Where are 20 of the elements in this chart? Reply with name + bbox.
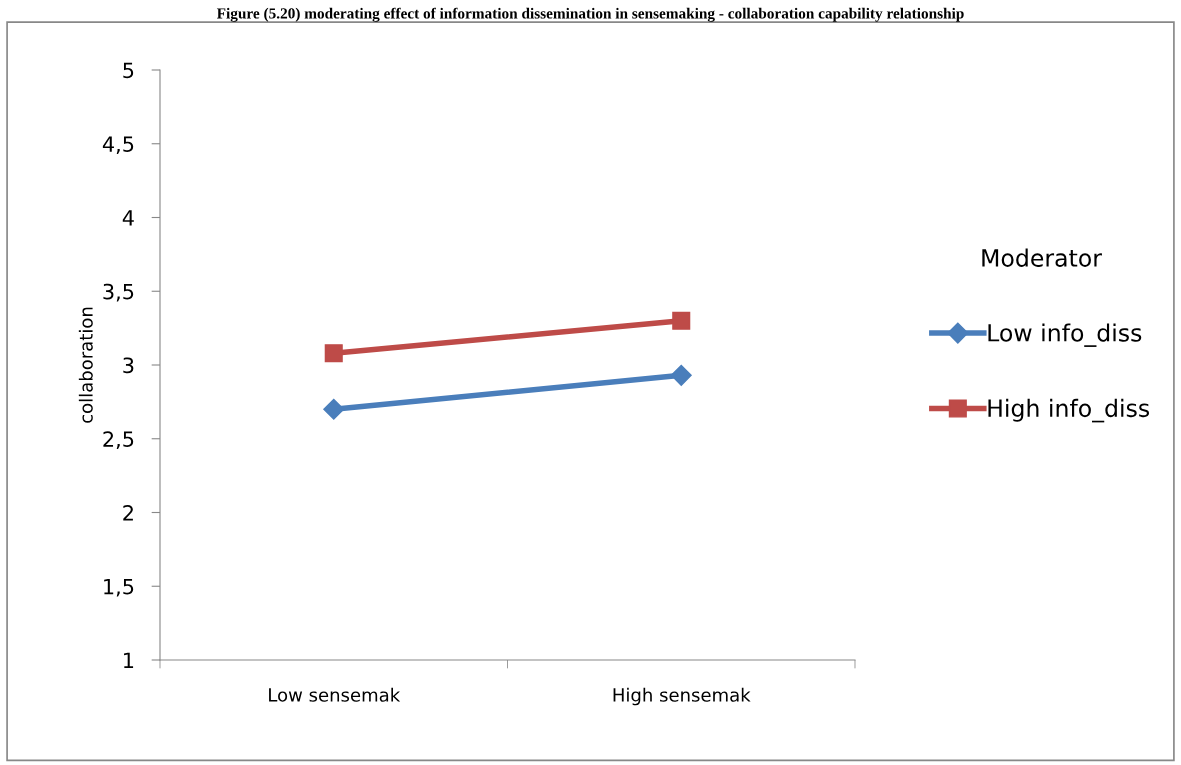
y-tick-label: 1,5 bbox=[104, 578, 134, 597]
y-axis-title: collaboration bbox=[78, 307, 93, 423]
chart-title: Figure (5.20) moderating effect of information dissemination in sensemaking - collaboration capability relationship bbox=[216, 7, 964, 22]
y-tick-label: 1 bbox=[124, 652, 134, 668]
y-tick-label: 2 bbox=[123, 504, 133, 521]
y-tick-label: 2,5 bbox=[103, 431, 134, 450]
x-tick-label: High sensemak bbox=[613, 687, 751, 706]
point bbox=[672, 311, 691, 330]
y-tick-label: 3 bbox=[123, 357, 134, 374]
legend-label: High info_diss bbox=[988, 398, 1150, 423]
y-tick-label: 4,5 bbox=[102, 136, 134, 155]
x-tick-label: Low sensemak bbox=[269, 687, 401, 702]
legend-label: Low info_diss bbox=[988, 323, 1142, 347]
legend-title: Moderator bbox=[982, 248, 1102, 267]
point bbox=[670, 364, 692, 386]
point bbox=[323, 398, 345, 420]
point bbox=[324, 344, 343, 363]
y-tick-label: 5 bbox=[123, 62, 134, 79]
y-tick-label: 4 bbox=[122, 210, 134, 226]
y-tick-label: 3,5 bbox=[103, 283, 134, 302]
